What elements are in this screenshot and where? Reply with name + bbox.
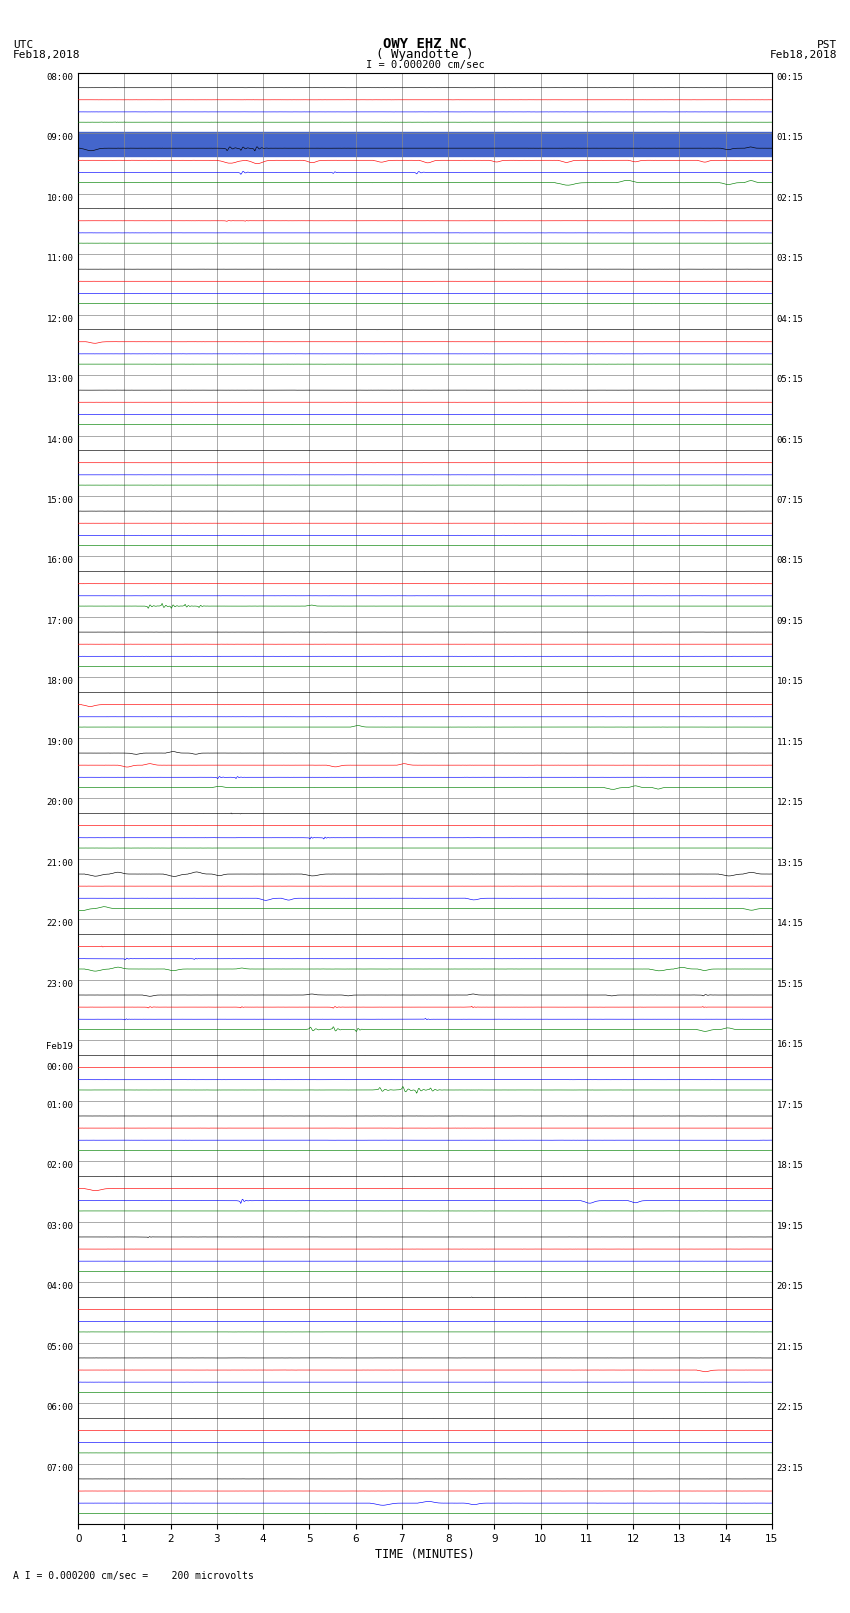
Text: 12:15: 12:15 — [777, 798, 803, 808]
Text: 15:00: 15:00 — [47, 497, 73, 505]
Text: 21:00: 21:00 — [47, 858, 73, 868]
Text: 15:15: 15:15 — [777, 981, 803, 989]
Text: 10:00: 10:00 — [47, 194, 73, 203]
Text: 16:00: 16:00 — [47, 556, 73, 566]
Text: 06:15: 06:15 — [777, 436, 803, 445]
Text: 02:00: 02:00 — [47, 1161, 73, 1171]
Text: 20:00: 20:00 — [47, 798, 73, 808]
Text: 08:15: 08:15 — [777, 556, 803, 566]
Bar — [78, 132, 772, 156]
Text: 17:15: 17:15 — [777, 1102, 803, 1110]
Text: 09:00: 09:00 — [47, 134, 73, 142]
Text: 19:00: 19:00 — [47, 739, 73, 747]
Text: 18:00: 18:00 — [47, 677, 73, 687]
Text: 17:00: 17:00 — [47, 618, 73, 626]
Text: 09:15: 09:15 — [777, 618, 803, 626]
Text: 10:15: 10:15 — [777, 677, 803, 687]
Text: 05:15: 05:15 — [777, 376, 803, 384]
Text: 08:00: 08:00 — [47, 73, 73, 82]
Text: 13:15: 13:15 — [777, 858, 803, 868]
Text: PST: PST — [817, 40, 837, 50]
Text: OWY EHZ NC: OWY EHZ NC — [383, 37, 467, 52]
Text: 23:15: 23:15 — [777, 1465, 803, 1473]
Text: ( Wyandotte ): ( Wyandotte ) — [377, 48, 473, 61]
Text: 03:00: 03:00 — [47, 1223, 73, 1231]
Text: Feb18,2018: Feb18,2018 — [770, 50, 837, 60]
Text: 05:00: 05:00 — [47, 1342, 73, 1352]
Text: 01:15: 01:15 — [777, 134, 803, 142]
Text: A I = 0.000200 cm/sec =    200 microvolts: A I = 0.000200 cm/sec = 200 microvolts — [13, 1571, 253, 1581]
Text: 12:00: 12:00 — [47, 315, 73, 324]
Text: 01:00: 01:00 — [47, 1102, 73, 1110]
Text: 14:15: 14:15 — [777, 919, 803, 929]
Text: 00:00: 00:00 — [47, 1063, 73, 1073]
Text: 21:15: 21:15 — [777, 1342, 803, 1352]
Text: Feb18,2018: Feb18,2018 — [13, 50, 80, 60]
Text: 20:15: 20:15 — [777, 1282, 803, 1292]
Text: 16:15: 16:15 — [777, 1040, 803, 1050]
Text: UTC: UTC — [13, 40, 33, 50]
Text: 13:00: 13:00 — [47, 376, 73, 384]
Text: 04:00: 04:00 — [47, 1282, 73, 1292]
Text: 22:00: 22:00 — [47, 919, 73, 929]
Text: 22:15: 22:15 — [777, 1403, 803, 1413]
Text: 23:00: 23:00 — [47, 981, 73, 989]
Text: 11:15: 11:15 — [777, 739, 803, 747]
X-axis label: TIME (MINUTES): TIME (MINUTES) — [375, 1548, 475, 1561]
Text: 04:15: 04:15 — [777, 315, 803, 324]
Text: 06:00: 06:00 — [47, 1403, 73, 1413]
Text: 19:15: 19:15 — [777, 1223, 803, 1231]
Text: I = 0.000200 cm/sec: I = 0.000200 cm/sec — [366, 60, 484, 69]
Text: 00:15: 00:15 — [777, 73, 803, 82]
Text: Feb19: Feb19 — [47, 1042, 73, 1052]
Text: 03:15: 03:15 — [777, 255, 803, 263]
Text: 07:15: 07:15 — [777, 497, 803, 505]
Text: 11:00: 11:00 — [47, 255, 73, 263]
Text: 07:00: 07:00 — [47, 1465, 73, 1473]
Text: 18:15: 18:15 — [777, 1161, 803, 1171]
Text: 14:00: 14:00 — [47, 436, 73, 445]
Text: 02:15: 02:15 — [777, 194, 803, 203]
